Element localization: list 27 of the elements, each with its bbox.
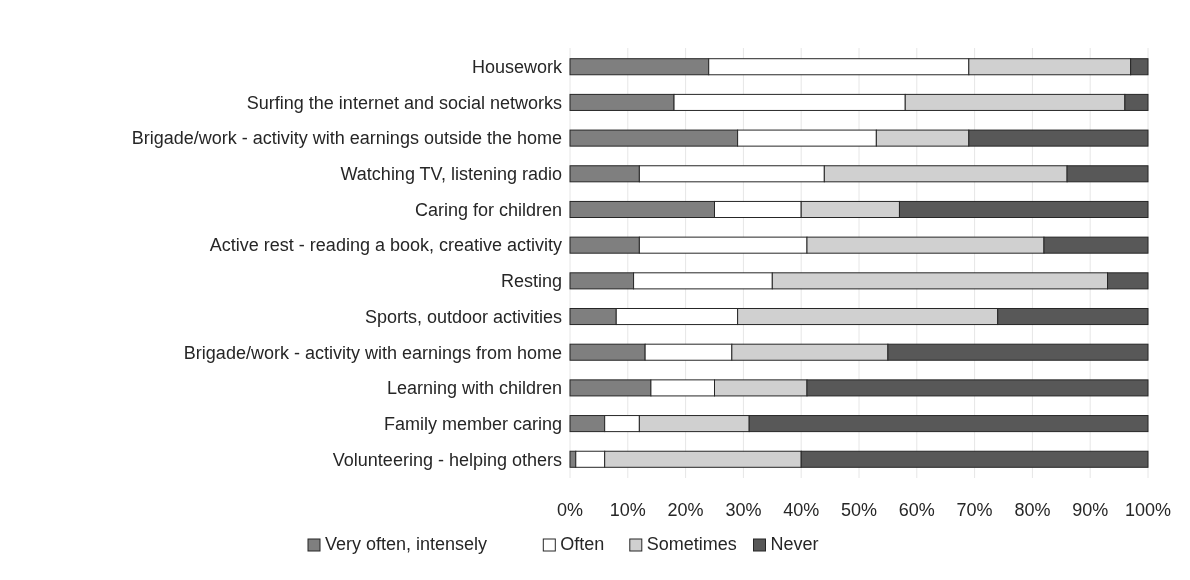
x-tick-label: 60% bbox=[898, 500, 935, 520]
legend-label: Never bbox=[770, 534, 819, 554]
x-tick-label: 20% bbox=[667, 500, 704, 520]
y-tick-label: Watching TV, listening radio bbox=[340, 164, 562, 185]
y-tick-label: Resting bbox=[500, 271, 562, 292]
y-tick-label: Learning with children bbox=[386, 378, 562, 399]
legend-label: Sometimes bbox=[646, 534, 737, 554]
x-tick-label: 70% bbox=[956, 500, 993, 520]
x-tick-label: 50% bbox=[840, 500, 878, 520]
y-tick-label: Brigade/work - activity with earnings from home bbox=[183, 342, 562, 363]
y-tick-label: Surfing the internet and social networks bbox=[246, 92, 562, 113]
y-tick-label: Volunteering - helping others bbox=[332, 449, 562, 470]
x-tick-label: 0% bbox=[556, 500, 584, 520]
y-tick-label: Housework bbox=[471, 57, 563, 78]
x-tick-label: 30% bbox=[725, 500, 762, 520]
y-tick-label: Family member caring bbox=[383, 413, 562, 434]
y-tick-label: Sports, outdoor activities bbox=[364, 306, 562, 327]
y-tick-label: Brigade/work - activity with earnings outside the home bbox=[131, 128, 562, 149]
legend-label: Often bbox=[560, 534, 605, 554]
legend-label: Very often, intensely bbox=[325, 534, 488, 554]
x-tick-label: 100% bbox=[1124, 500, 1172, 520]
x-tick-label: 90% bbox=[1072, 500, 1109, 520]
y-tick-label: Caring for children bbox=[414, 199, 562, 220]
x-tick-label: 40% bbox=[783, 500, 820, 520]
y-tick-label: Active rest - reading a book, creative activity bbox=[209, 235, 562, 256]
x-tick-label: 80% bbox=[1014, 500, 1051, 520]
x-tick-label: 10% bbox=[609, 500, 646, 520]
